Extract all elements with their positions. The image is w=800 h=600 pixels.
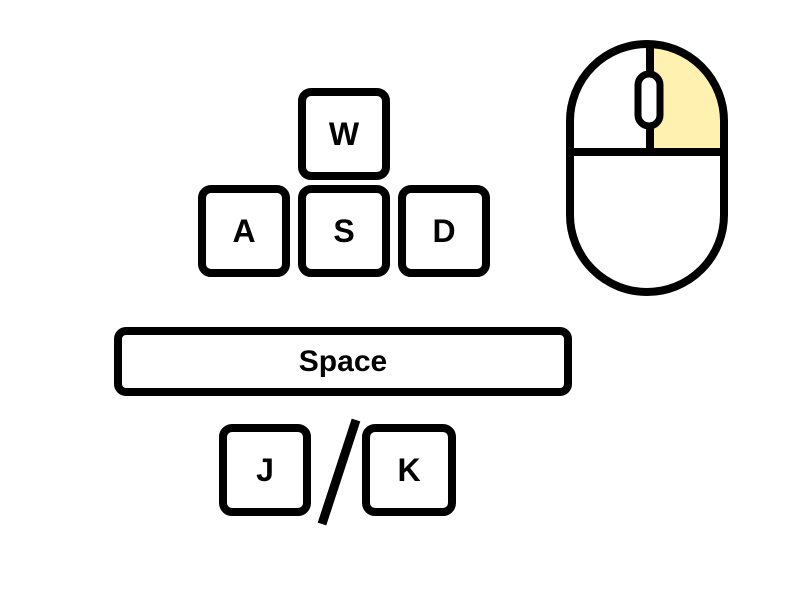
key-k: K (362, 424, 456, 516)
key-k-label: K (397, 452, 421, 488)
key-j: J (219, 424, 311, 516)
mouse-scroll-wheel (634, 70, 664, 130)
slash-separator (317, 418, 361, 526)
key-d-label: D (432, 213, 456, 249)
key-s: S (298, 185, 390, 277)
key-s-label: S (333, 213, 355, 249)
key-space: Space (114, 327, 572, 396)
key-w: W (298, 88, 390, 180)
key-j-label: J (256, 452, 274, 488)
key-w-label: W (328, 116, 360, 152)
mouse-icon (566, 40, 728, 296)
key-a: A (198, 185, 290, 277)
key-a-label: A (232, 213, 256, 249)
key-space-label: Space (298, 344, 388, 378)
key-d: D (398, 185, 490, 277)
